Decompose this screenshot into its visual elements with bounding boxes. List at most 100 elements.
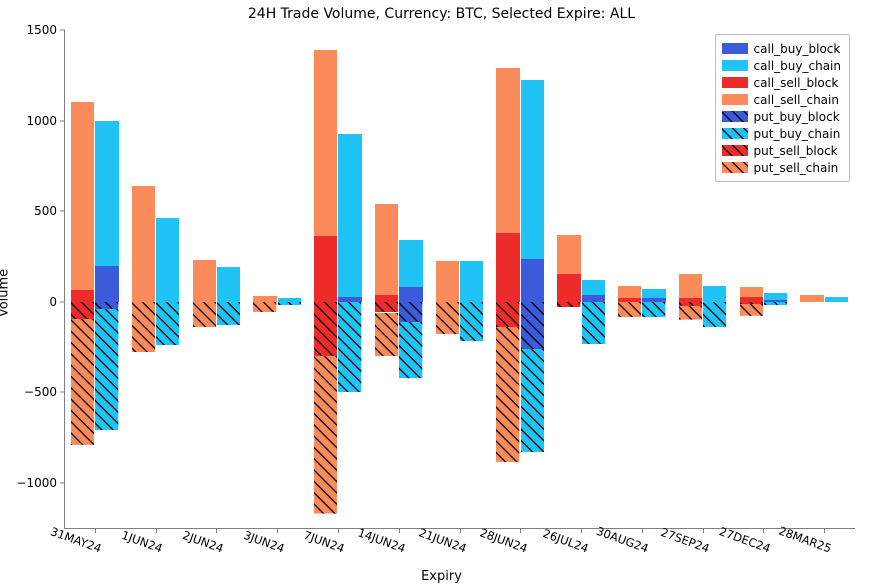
- bar-call_sell_chain: [618, 286, 641, 298]
- bar-put_buy_chain: [703, 302, 726, 327]
- legend-label: put_sell_chain: [754, 161, 839, 175]
- bar-call_sell_chain: [314, 50, 337, 236]
- legend-item: call_sell_block: [722, 74, 841, 91]
- xtick-label: 21JUN24: [417, 525, 468, 555]
- xtick-mark: [277, 528, 278, 533]
- bar-call_sell_block: [557, 274, 580, 302]
- bar-put_sell_block: [496, 302, 519, 327]
- xtick-mark: [824, 528, 825, 533]
- bar-call_buy_block: [521, 259, 544, 302]
- bar-call_sell_chain: [193, 260, 216, 302]
- legend-swatch: [722, 43, 748, 54]
- legend-item: call_buy_chain: [722, 57, 841, 74]
- bar-put_buy_chain: [399, 322, 422, 378]
- bar-call_sell_chain: [679, 274, 702, 298]
- bar-call_buy_chain: [703, 286, 726, 301]
- bar-put_buy_chain: [217, 302, 240, 326]
- bar-call_sell_chain: [740, 287, 763, 297]
- bar-put_sell_chain: [496, 327, 519, 462]
- bar-put_sell_block: [314, 302, 337, 356]
- bar-put_buy_block: [399, 302, 422, 323]
- xtick-mark: [338, 528, 339, 533]
- legend-swatch: [722, 60, 748, 71]
- bar-put_sell_chain: [375, 313, 398, 356]
- legend-item: put_sell_block: [722, 142, 841, 159]
- xtick-label: 7JUN24: [302, 528, 347, 556]
- legend-label: put_sell_block: [754, 144, 838, 158]
- bar-call_buy_chain: [642, 289, 665, 298]
- xtick-mark: [399, 528, 400, 533]
- ytick-label: 500: [15, 204, 57, 218]
- bar-put_buy_chain: [338, 302, 361, 393]
- xtick-mark: [216, 528, 217, 533]
- legend-label: put_buy_block: [754, 110, 840, 124]
- xtick-mark: [95, 528, 96, 533]
- bar-put_sell_chain: [679, 306, 702, 320]
- xtick-label: 3JUN24: [241, 528, 286, 556]
- bar-put_sell_chain: [314, 356, 337, 514]
- legend-label: put_buy_chain: [754, 127, 841, 141]
- bar-put_buy_chain: [764, 302, 787, 306]
- bar-call_buy_chain: [338, 134, 361, 297]
- y-axis-label: Volume: [0, 269, 12, 317]
- bar-put_buy_chain: [156, 302, 179, 345]
- bar-call_buy_block: [399, 287, 422, 301]
- legend-swatch: [722, 111, 748, 122]
- xtick-mark: [763, 528, 764, 533]
- xtick-label: 26JUL24: [541, 526, 590, 555]
- legend-swatch: [722, 128, 748, 139]
- bar-put_sell_block: [71, 302, 94, 319]
- legend-item: put_buy_block: [722, 108, 841, 125]
- bar-call_sell_block: [314, 236, 337, 302]
- xtick-mark: [520, 528, 521, 533]
- ytick-mark: [60, 211, 65, 212]
- xtick-mark: [460, 528, 461, 533]
- ytick-mark: [60, 30, 65, 31]
- bar-call_sell_chain: [800, 295, 823, 301]
- legend-item: call_buy_block: [722, 40, 841, 57]
- xtick-label: 14JUN24: [356, 525, 407, 555]
- bar-put_buy_chain: [582, 302, 605, 345]
- bar-call_buy_block: [95, 266, 118, 301]
- bar-call_buy_chain: [764, 293, 787, 300]
- bar-call_sell_chain: [436, 261, 459, 302]
- xtick-mark: [156, 528, 157, 533]
- xtick-label: 27SEP24: [659, 525, 712, 556]
- legend-label: call_buy_block: [754, 42, 841, 56]
- ytick-mark: [60, 392, 65, 393]
- ytick-label: 0: [15, 295, 57, 309]
- bar-put_sell_block: [375, 302, 398, 313]
- xtick-mark: [581, 528, 582, 533]
- ytick-label: 1000: [15, 114, 57, 128]
- legend-swatch: [722, 77, 748, 88]
- bar-call_sell_chain: [557, 235, 580, 274]
- bar-call_sell_chain: [71, 102, 94, 290]
- bar-call_sell_chain: [132, 186, 155, 302]
- chart-title: 24H Trade Volume, Currency: BTC, Selecte…: [0, 6, 883, 22]
- bar-call_buy_chain: [460, 261, 483, 302]
- chart-figure: 24H Trade Volume, Currency: BTC, Selecte…: [0, 0, 883, 586]
- bar-put_sell_chain: [253, 302, 276, 312]
- legend-swatch: [722, 145, 748, 156]
- bar-put_sell_chain: [193, 302, 216, 327]
- bar-put_sell_block: [557, 302, 580, 307]
- bar-put_buy_chain: [460, 302, 483, 342]
- legend-item: put_sell_chain: [722, 159, 841, 176]
- bar-put_buy_chain: [278, 302, 301, 306]
- legend-label: call_sell_block: [754, 76, 839, 90]
- bar-put_buy_block: [521, 302, 544, 349]
- bar-call_sell_chain: [496, 68, 519, 233]
- bar-call_sell_block: [496, 233, 519, 302]
- bar-call_buy_chain: [217, 267, 240, 301]
- bar-put_sell_chain: [436, 302, 459, 335]
- bar-call_buy_chain: [582, 280, 605, 295]
- bar-put_buy_block: [95, 302, 118, 309]
- bar-put_buy_chain: [521, 349, 544, 452]
- ytick-label: 1500: [15, 23, 57, 37]
- bar-call_buy_chain: [95, 121, 118, 266]
- legend-item: call_sell_chain: [722, 91, 841, 108]
- legend: call_buy_blockcall_buy_chain call_sell_bl…: [715, 34, 850, 182]
- xtick-mark: [642, 528, 643, 533]
- bar-call_buy_chain: [399, 240, 422, 287]
- x-axis-label: Expiry: [0, 569, 883, 584]
